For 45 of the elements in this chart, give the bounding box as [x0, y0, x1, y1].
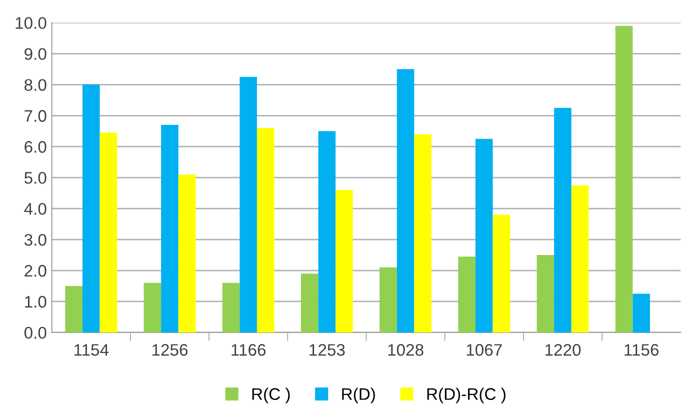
- x-tick-label: 1253: [310, 344, 345, 356]
- bar: [414, 134, 432, 332]
- y-tick-label: 10.0: [16, 17, 46, 29]
- y-tick-label: 1.0: [25, 296, 46, 308]
- y-tick-label: 9.0: [24, 48, 46, 60]
- x-tick-label: 1156: [624, 344, 659, 356]
- bar: [100, 132, 118, 332]
- bar: [536, 255, 554, 332]
- x-tick-label: 1067: [466, 344, 502, 356]
- bar: [380, 267, 397, 332]
- y-tick-label: 6.0: [24, 141, 46, 153]
- legend-label: R(D): [342, 388, 375, 404]
- y-tick-label: 8.0: [24, 79, 46, 91]
- bar: [222, 282, 240, 332]
- x-tick-label: 1256: [152, 344, 188, 356]
- bar: [240, 76, 257, 332]
- x-tick-label: 1166: [232, 344, 266, 356]
- bar: [615, 26, 633, 332]
- bar: [571, 185, 589, 332]
- y-tick-label: 2.0: [24, 264, 46, 277]
- bar: [396, 69, 414, 332]
- bar: [554, 108, 572, 332]
- legend-label: R(C ): [252, 388, 290, 404]
- bar: [178, 174, 196, 332]
- bar: [492, 214, 510, 332]
- bar: [161, 124, 178, 332]
- bar: [475, 138, 493, 332]
- bar: [256, 128, 274, 332]
- bar: [82, 84, 100, 332]
- x-tick-label: 1028: [388, 344, 424, 356]
- x-tick-label: 1154: [74, 344, 109, 356]
- y-tick-label: 3.0: [24, 234, 46, 246]
- y-tick-label: 5.0: [24, 172, 46, 184]
- x-tick-label: 1220: [545, 344, 581, 356]
- y-tick-label: 7.0: [24, 110, 46, 122]
- legend-label: R(D)-R(C ): [427, 388, 506, 404]
- y-tick-label: 4.0: [24, 202, 46, 215]
- bar: [632, 294, 650, 332]
- bar: [65, 286, 82, 332]
- bar: [336, 190, 353, 332]
- bar: [318, 131, 336, 332]
- bar: [300, 274, 318, 332]
- bar: [144, 282, 162, 332]
- bar: [458, 256, 476, 332]
- y-tick-label: 0.0: [24, 326, 46, 339]
